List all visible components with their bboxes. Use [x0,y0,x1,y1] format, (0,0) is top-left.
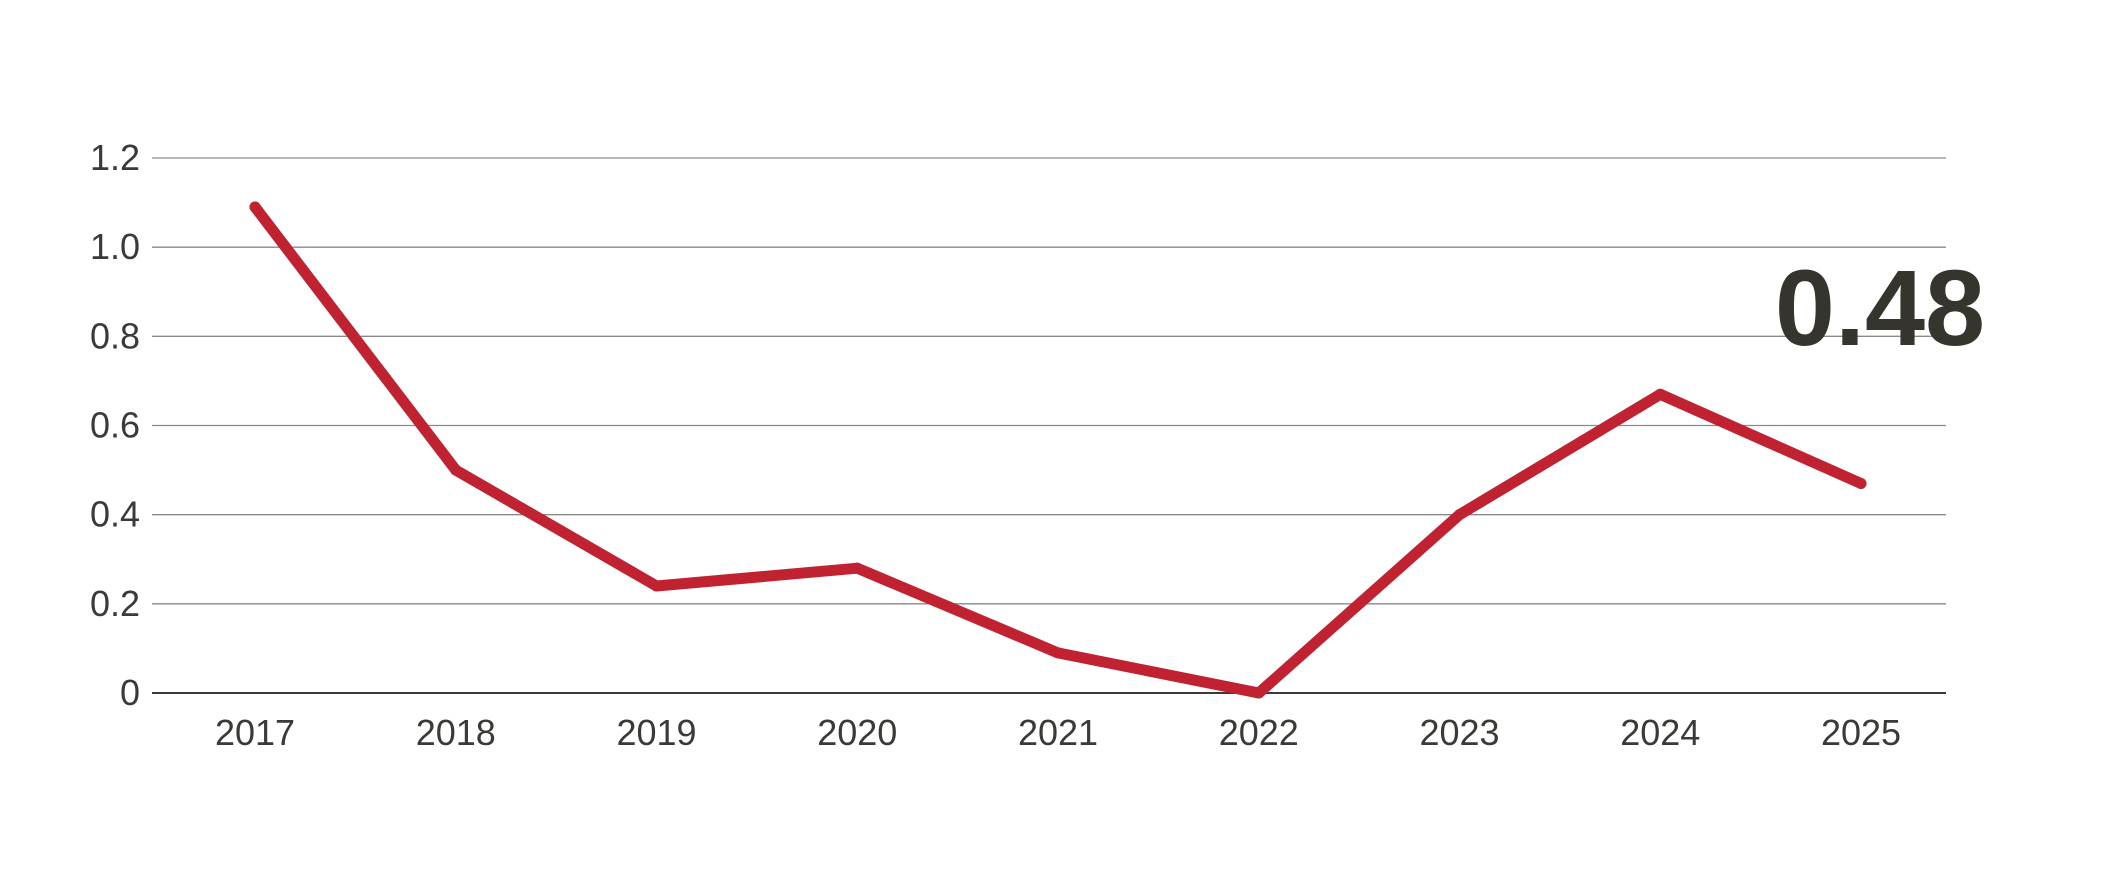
x-tick-label: 2021 [1018,712,1098,753]
x-tick-label: 2023 [1419,712,1499,753]
data-point [1654,388,1666,400]
y-tick-label: 1.2 [90,137,140,178]
data-point [249,201,261,213]
data-point [851,562,863,574]
y-tick-label: 0.6 [90,405,140,446]
data-point [450,464,462,476]
gridlines [152,157,1946,694]
y-tick-label: 0.8 [90,315,140,356]
x-tick-label: 2018 [416,712,496,753]
x-tick-label: 2024 [1620,712,1700,753]
x-tick-label: 2025 [1821,712,1901,753]
y-tick-label: 0 [120,672,140,713]
y-tick-label: 0.2 [90,583,140,624]
x-tick-label: 2019 [616,712,696,753]
x-tick-label: 2022 [1219,712,1299,753]
x-tick-label: 2017 [215,712,295,753]
y-tick-label: 1.0 [90,226,140,267]
y-tick-label: 0.4 [90,494,140,535]
data-point [651,580,662,592]
series-layer [249,201,1867,699]
data-point [1855,477,1867,489]
data-point [1052,647,1064,659]
series-line [249,201,1867,699]
x-tick-label: 2020 [817,712,897,753]
y-axis-tick-labels: 0 0.2 0.4 0.6 0.8 1.0 1.2 [90,137,140,713]
latest-value-callout: 0.48 [1775,247,1985,368]
data-point [1253,687,1265,699]
x-axis-tick-labels: 2017 2018 2019 2020 2021 2022 2023 2024 2025 [215,712,1901,753]
data-point [1454,509,1465,521]
